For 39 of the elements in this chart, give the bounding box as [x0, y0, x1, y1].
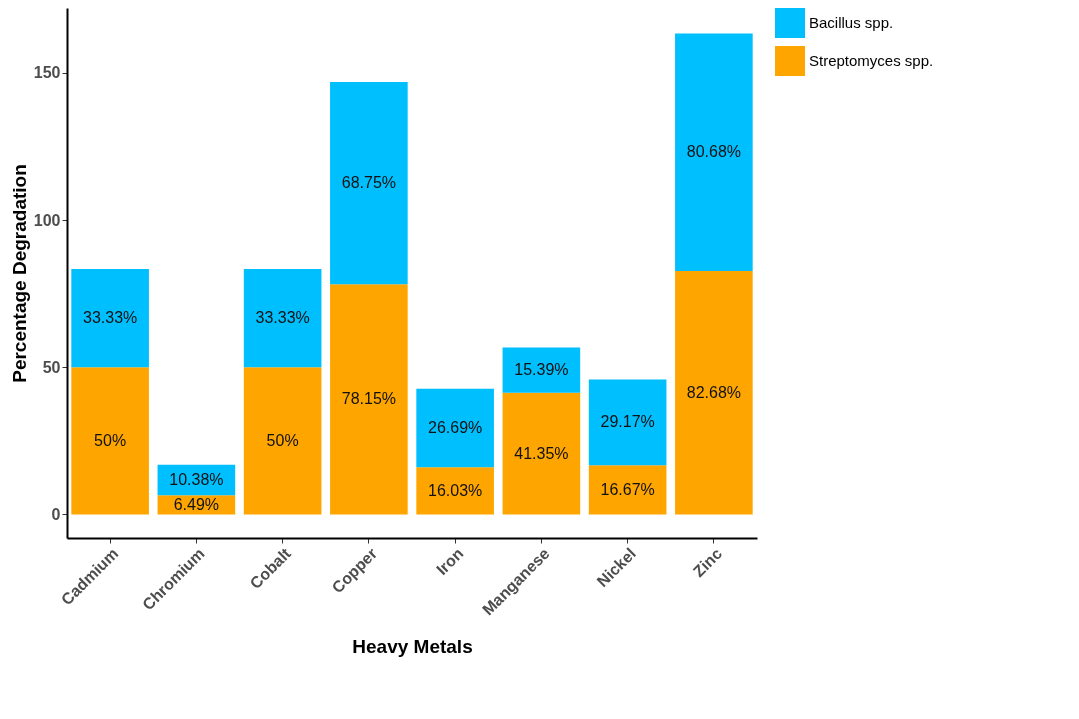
data-label: 50% [94, 431, 127, 449]
legend-label: Bacillus spp. [809, 14, 894, 31]
y-tick-label: 50 [42, 358, 61, 376]
bar [71, 367, 149, 515]
x-tick-label: Iron [433, 544, 467, 579]
x-axis-title: Heavy Metals [352, 636, 473, 658]
data-label: 68.75% [341, 174, 397, 192]
bar [675, 33, 753, 271]
y-tick-label: 150 [33, 64, 61, 82]
data-label: 41.35% [514, 444, 569, 462]
bar [243, 367, 322, 515]
bar [502, 347, 581, 393]
bar [588, 465, 667, 515]
data-label: 33.33% [82, 309, 138, 327]
data-label: 80.68% [686, 143, 742, 161]
data-label: 16.67% [600, 480, 655, 498]
data-label: 26.69% [427, 418, 483, 436]
y-axis-title: Percentage Degradation [8, 164, 30, 383]
data-label: 6.49% [173, 495, 220, 513]
bar [675, 271, 753, 515]
bar [416, 388, 494, 468]
data-label: 15.39% [514, 361, 569, 379]
data-label: 50% [266, 431, 299, 449]
bar [243, 269, 322, 368]
legend-label: Streptomyces spp. [809, 52, 934, 69]
bar [71, 269, 149, 368]
data-label: 16.03% [427, 481, 483, 499]
bar [330, 284, 408, 515]
bar [416, 467, 494, 515]
bar [330, 81, 408, 285]
data-label: 10.38% [169, 471, 224, 489]
y-tick-label: 0 [51, 505, 61, 523]
y-tick-label: 100 [33, 211, 61, 229]
data-label: 33.33% [255, 309, 310, 327]
data-label: 82.68% [686, 383, 742, 401]
bar [588, 379, 667, 466]
data-label: 29.17% [600, 413, 655, 431]
data-label: 78.15% [341, 390, 397, 408]
bar [502, 392, 581, 515]
